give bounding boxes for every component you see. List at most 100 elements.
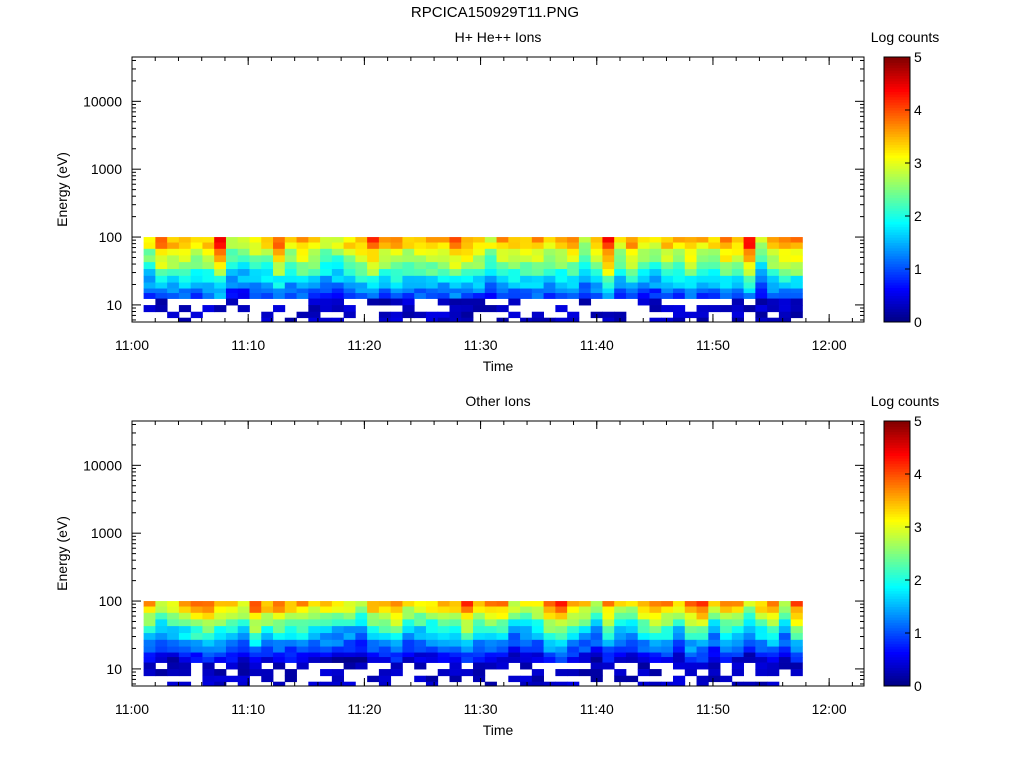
heatmap-cell	[661, 619, 674, 627]
colorbar-segment	[884, 426, 910, 430]
colorbar-segment	[884, 314, 910, 318]
heatmap-cell	[261, 248, 274, 256]
heatmap-cell	[790, 669, 803, 677]
heatmap-cell	[731, 248, 744, 256]
heatmap-cell	[390, 262, 403, 270]
heatmap-cell	[249, 282, 262, 289]
heatmap-cell	[320, 293, 333, 299]
heatmap-cell	[402, 269, 415, 277]
heatmap-cell	[602, 662, 615, 670]
heatmap-cell	[625, 657, 639, 663]
heatmap-cell	[296, 248, 309, 256]
colorbar-segment	[884, 223, 910, 228]
heatmap-cell	[555, 657, 568, 663]
heatmap-cell	[778, 275, 792, 283]
heatmap-cell	[778, 288, 792, 294]
heatmap-cell	[778, 646, 792, 653]
heatmap-cell	[343, 681, 356, 687]
heatmap-cell	[555, 626, 568, 634]
heatmap-cell	[167, 652, 180, 658]
heatmap-cell	[190, 255, 203, 263]
heatmap-cell	[167, 619, 180, 627]
heatmap-cell	[190, 275, 203, 283]
heatmap-cell	[402, 305, 415, 313]
heatmap-cell	[249, 242, 262, 250]
heatmap-cell	[496, 262, 509, 270]
heatmap-cell	[461, 652, 474, 658]
heatmap-cell	[273, 657, 286, 663]
heatmap-cell	[755, 275, 768, 283]
heatmap-cell	[484, 657, 497, 663]
heatmap-cell	[543, 269, 556, 277]
heatmap-cell	[543, 626, 556, 634]
heatmap-cell	[720, 262, 733, 270]
heatmap-cell	[673, 681, 686, 687]
heatmap-cell	[402, 262, 415, 270]
heatmap-cell	[731, 288, 744, 294]
colorbar-segment	[884, 595, 910, 600]
heatmap-cell	[273, 619, 286, 627]
heatmap-cell	[755, 293, 768, 299]
heatmap-cell	[202, 237, 215, 243]
colorbar-segment	[884, 70, 910, 74]
heatmap-cell	[390, 612, 403, 620]
heatmap-cell	[720, 639, 733, 647]
heatmap-cell	[661, 606, 674, 614]
heatmap-cell	[320, 606, 333, 614]
heatmap-cell	[261, 675, 274, 683]
heatmap-cell	[790, 288, 803, 294]
heatmap-cell	[461, 317, 474, 323]
colorbar-segment	[884, 271, 910, 275]
heatmap-cell	[367, 633, 380, 641]
heatmap-cell	[414, 657, 427, 663]
heatmap-cell	[531, 262, 544, 270]
heatmap-cell	[625, 293, 639, 299]
heatmap-cell	[778, 311, 792, 319]
heatmap-cell	[543, 646, 556, 653]
heatmap-cell	[614, 255, 627, 263]
heatmap-cell	[673, 317, 686, 323]
heatmap-cell	[696, 606, 709, 614]
heatmap-cell	[284, 633, 297, 641]
heatmap-cell	[155, 242, 168, 250]
heatmap-cell	[425, 275, 439, 283]
colorbar-segment	[884, 524, 910, 528]
heatmap-cell	[249, 255, 262, 263]
heatmap-cell	[696, 275, 709, 283]
colorbar-segment	[884, 564, 910, 568]
colorbar-segment	[884, 466, 910, 470]
y-tick-label: 1000	[91, 525, 122, 541]
heatmap-cell	[496, 269, 509, 277]
heatmap-cell	[708, 652, 721, 658]
heatmap-cell	[778, 298, 792, 306]
heatmap-cell	[155, 601, 168, 607]
y-axis-label: Energy (eV)	[54, 152, 70, 227]
heatmap-cell	[673, 652, 686, 658]
colorbar-segment	[884, 67, 910, 71]
heatmap-cell	[755, 633, 768, 641]
colorbar-segment	[884, 115, 910, 119]
heatmap-cell	[308, 652, 321, 658]
heatmap-cell	[449, 633, 462, 641]
heatmap-cell	[237, 293, 250, 299]
colorbar-segment	[884, 86, 910, 90]
heatmap-cell	[308, 248, 321, 256]
heatmap-cell	[673, 612, 686, 620]
heatmap-cell	[755, 305, 768, 313]
heatmap-cell	[308, 681, 321, 687]
colorbar-segment	[884, 617, 910, 621]
x-axis-label: Time	[483, 722, 514, 738]
colorbar-segment	[884, 633, 910, 637]
x-tick-label: 11:50	[696, 337, 730, 353]
heatmap-cell	[661, 681, 674, 687]
heatmap-cell	[790, 298, 803, 306]
heatmap-cell	[567, 242, 580, 250]
heatmap-cell	[414, 601, 427, 607]
heatmap-cell	[555, 255, 568, 263]
colorbar-segment	[884, 282, 910, 286]
colorbar-segment	[884, 556, 910, 560]
heatmap-cell	[425, 288, 439, 294]
heatmap-cell	[778, 269, 792, 277]
heatmap-cell	[496, 242, 509, 250]
